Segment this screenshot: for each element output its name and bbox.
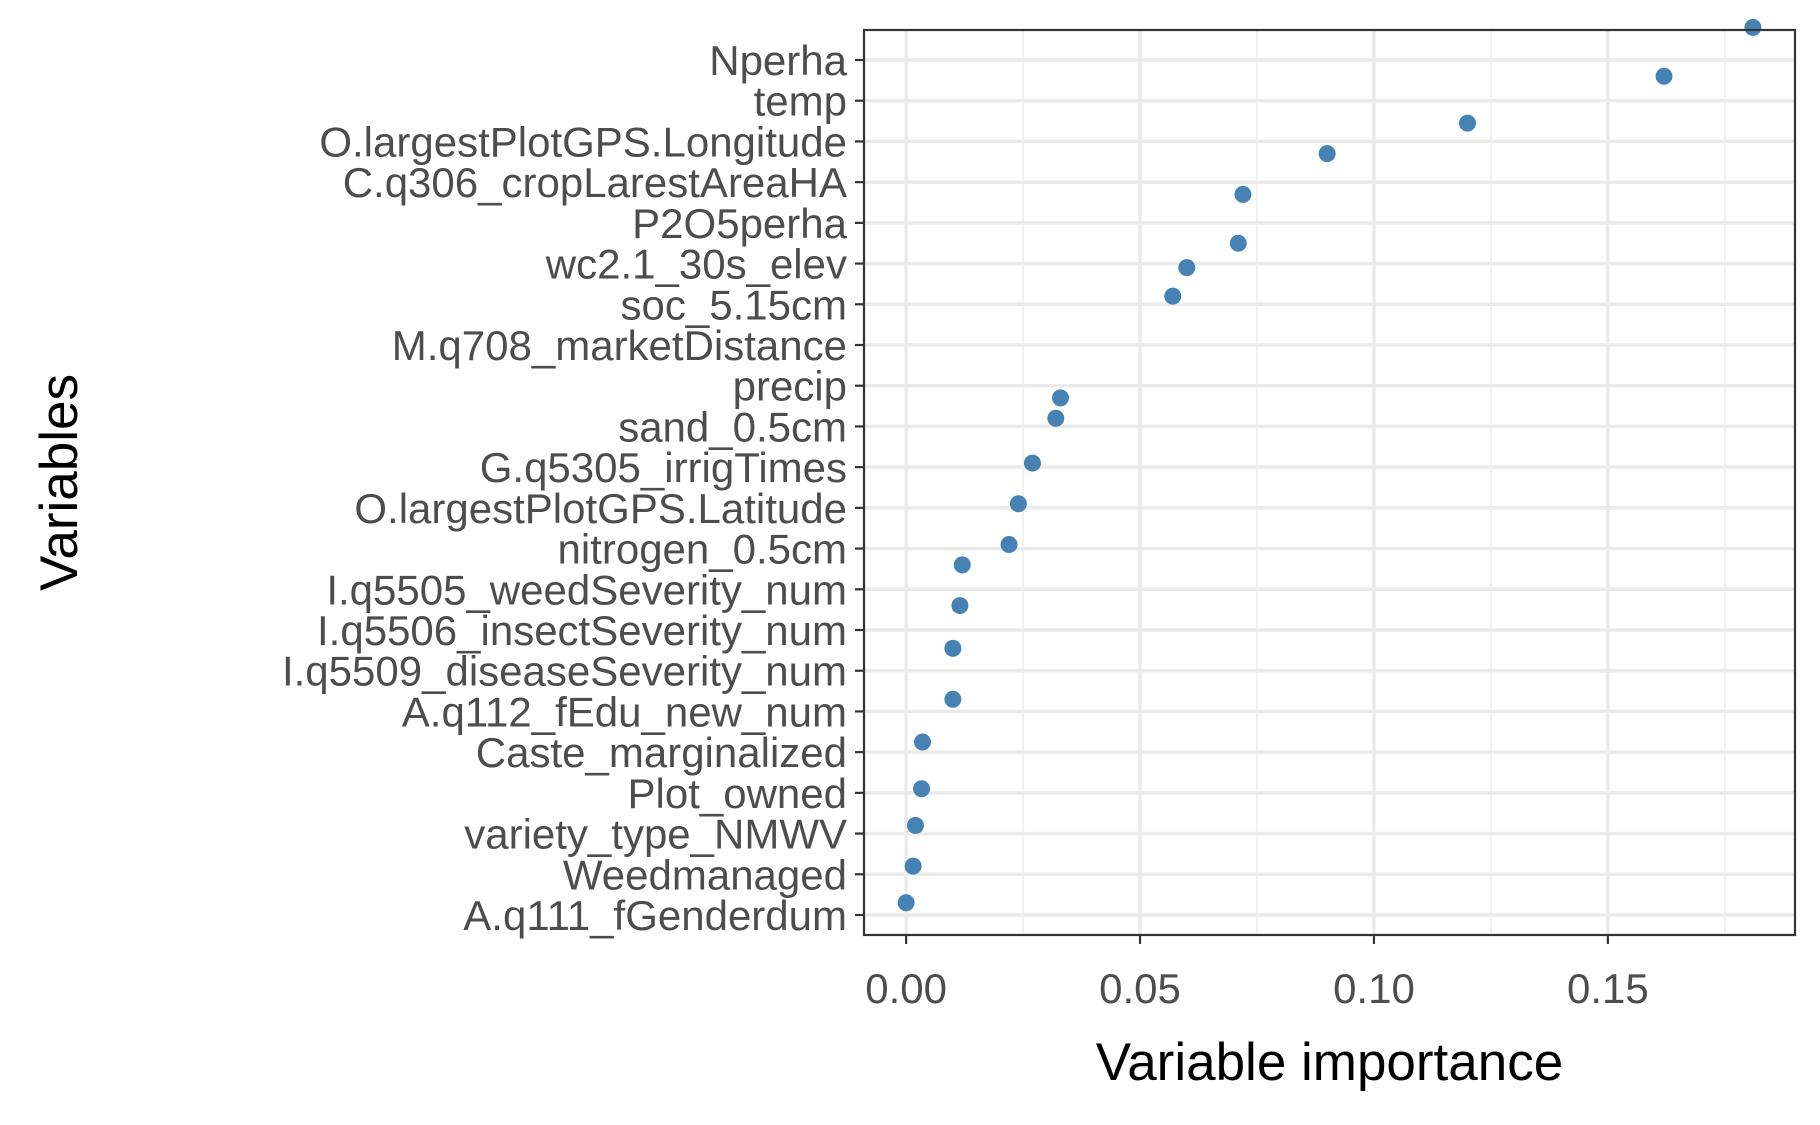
data-point: [951, 597, 969, 615]
y-tick-label: sand_0.5cm: [618, 403, 847, 450]
data-point: [1047, 409, 1065, 427]
x-axis-ticks: 0.00 0.05 0.10 0.15: [865, 935, 1649, 1012]
data-points: [897, 18, 1762, 912]
y-tick-label: I.q5509_diseaseSeverity_num: [282, 648, 847, 695]
y-gridlines: [864, 58, 1795, 917]
y-tick-label: Plot_owned: [628, 770, 848, 817]
y-tick-label: precip: [733, 363, 847, 410]
data-point: [1234, 185, 1252, 203]
y-tick-label: C.q306_cropLarestAreaHA: [343, 159, 847, 206]
plot-panel-border: [862, 28, 1797, 937]
data-point: [1000, 536, 1018, 553]
y-axis-title: Variables: [30, 374, 89, 591]
y-tick-label: M.q708_marketDistance: [392, 322, 847, 369]
data-point: [1051, 389, 1069, 407]
data-point: [1023, 454, 1041, 472]
y-tick-label: Weedmanaged: [563, 851, 847, 898]
x-tick-label: 0.00: [865, 965, 947, 1012]
data-point: [1744, 18, 1762, 36]
data-point: [906, 816, 924, 834]
y-tick-label: A.q112_fEdu_new_num: [402, 688, 847, 735]
x-tick-label: 0.05: [1099, 965, 1181, 1012]
y-tick-label: nitrogen_0.5cm: [557, 526, 847, 573]
y-tick-label: Caste_marginalized: [476, 729, 847, 776]
data-point: [1318, 145, 1336, 163]
y-tick-label: Nperha: [709, 37, 847, 84]
x-tick-label: 0.15: [1567, 965, 1649, 1012]
plot-background: [864, 30, 1795, 935]
y-tick-label: A.q111_fGenderdum: [463, 892, 847, 939]
y-axis-ticks: NperhatempO.largestPlotGPS.LongitudeC.q3…: [282, 37, 864, 939]
y-tick-label: O.largestPlotGPS.Latitude: [354, 485, 847, 532]
data-point: [897, 894, 915, 912]
x-axis-title: Variable importance: [1096, 1033, 1563, 1092]
y-tick-label: wc2.1_30s_elev: [545, 241, 847, 288]
data-point: [1164, 287, 1182, 305]
y-tick-label: variety_type_NMWV: [464, 811, 847, 858]
data-point: [1655, 67, 1673, 85]
y-tick-label: G.q5305_irrigTimes: [480, 444, 847, 491]
y-tick-label: I.q5506_insectSeverity_num: [317, 607, 847, 654]
data-point: [904, 857, 922, 875]
data-point: [953, 556, 971, 574]
x-tick-label: 0.10: [1333, 965, 1415, 1012]
y-tick-label: I.q5505_weedSeverity_num: [326, 566, 847, 613]
data-point: [944, 690, 962, 708]
data-point: [1459, 114, 1477, 132]
data-point: [1178, 259, 1196, 277]
data-point: [944, 639, 962, 657]
data-point: [1229, 234, 1247, 252]
data-point: [913, 733, 931, 751]
y-tick-label: temp: [754, 78, 847, 125]
y-tick-label: P2O5perha: [632, 200, 847, 247]
y-tick-label: O.largestPlotGPS.Longitude: [319, 118, 847, 165]
data-point: [1009, 495, 1027, 513]
y-tick-label: soc_5.15cm: [621, 281, 847, 328]
data-point: [913, 780, 931, 798]
